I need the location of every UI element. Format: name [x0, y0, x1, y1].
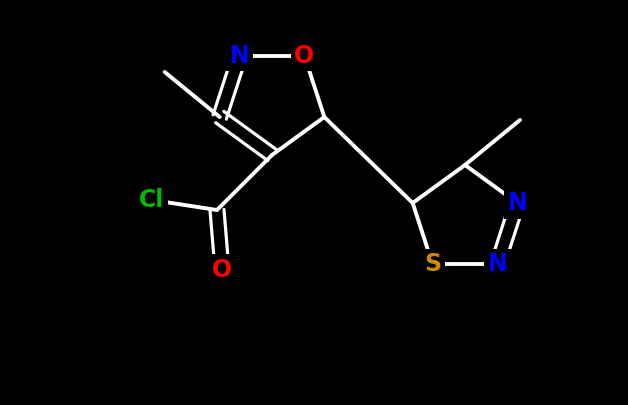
Text: N: N: [230, 43, 249, 68]
Text: O: O: [212, 258, 232, 282]
Text: O: O: [295, 43, 315, 68]
Text: Cl: Cl: [139, 188, 165, 212]
Text: N: N: [487, 252, 507, 277]
Text: S: S: [424, 252, 441, 277]
Text: N: N: [507, 191, 527, 215]
